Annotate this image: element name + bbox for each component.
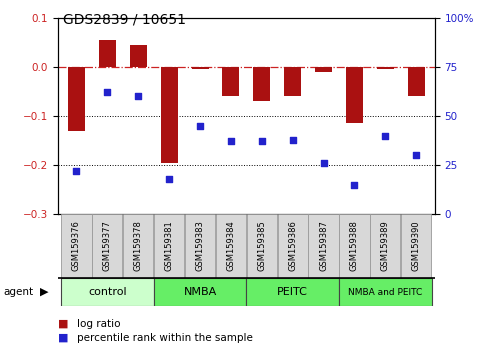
Text: GSM159388: GSM159388 bbox=[350, 221, 359, 272]
Point bbox=[289, 137, 297, 142]
Text: PEITC: PEITC bbox=[277, 287, 308, 297]
Point bbox=[134, 93, 142, 99]
Bar bbox=[339, 214, 369, 278]
Text: control: control bbox=[88, 287, 127, 297]
Text: ■: ■ bbox=[58, 333, 69, 343]
Bar bbox=[154, 278, 246, 306]
Bar bbox=[68, 67, 85, 131]
Bar bbox=[346, 67, 363, 123]
Text: GSM159377: GSM159377 bbox=[103, 221, 112, 272]
Bar bbox=[61, 214, 92, 278]
Bar bbox=[246, 278, 339, 306]
Point bbox=[382, 133, 389, 138]
Point bbox=[258, 139, 266, 144]
Text: GSM159376: GSM159376 bbox=[72, 221, 81, 272]
Point bbox=[320, 160, 327, 166]
Bar bbox=[222, 67, 240, 96]
Point bbox=[196, 123, 204, 129]
Bar bbox=[130, 45, 147, 67]
Text: ▶: ▶ bbox=[40, 287, 48, 297]
Text: ■: ■ bbox=[58, 319, 69, 329]
Bar bbox=[161, 67, 178, 162]
Bar bbox=[284, 67, 301, 96]
Point bbox=[412, 152, 420, 158]
Bar bbox=[315, 67, 332, 72]
Bar bbox=[192, 67, 209, 69]
Bar bbox=[253, 67, 270, 101]
Text: GDS2839 / 10651: GDS2839 / 10651 bbox=[63, 12, 186, 27]
Bar bbox=[216, 214, 246, 278]
Bar bbox=[247, 214, 277, 278]
Text: GSM159387: GSM159387 bbox=[319, 221, 328, 272]
Text: GSM159381: GSM159381 bbox=[165, 221, 173, 272]
Point bbox=[72, 168, 80, 174]
Bar bbox=[377, 67, 394, 69]
Bar bbox=[278, 214, 308, 278]
Bar bbox=[370, 214, 400, 278]
Text: GSM159389: GSM159389 bbox=[381, 221, 390, 272]
Bar bbox=[92, 214, 123, 278]
Bar bbox=[99, 40, 116, 67]
Bar bbox=[408, 67, 425, 96]
Bar bbox=[61, 278, 154, 306]
Bar bbox=[339, 278, 432, 306]
Text: NMBA: NMBA bbox=[184, 287, 217, 297]
Bar bbox=[154, 214, 184, 278]
Text: GSM159378: GSM159378 bbox=[134, 221, 143, 272]
Text: NMBA and PEITC: NMBA and PEITC bbox=[348, 287, 423, 297]
Point bbox=[103, 90, 111, 95]
Text: GSM159384: GSM159384 bbox=[227, 221, 235, 272]
Text: log ratio: log ratio bbox=[77, 319, 121, 329]
Bar bbox=[309, 214, 339, 278]
Text: GSM159385: GSM159385 bbox=[257, 221, 266, 272]
Text: agent: agent bbox=[4, 287, 34, 297]
Text: GSM159386: GSM159386 bbox=[288, 221, 297, 272]
Bar bbox=[185, 214, 215, 278]
Bar bbox=[123, 214, 154, 278]
Point bbox=[227, 139, 235, 144]
Point bbox=[165, 176, 173, 182]
Text: GSM159383: GSM159383 bbox=[196, 221, 204, 272]
Point bbox=[351, 182, 358, 188]
Bar bbox=[401, 214, 431, 278]
Text: percentile rank within the sample: percentile rank within the sample bbox=[77, 333, 253, 343]
Text: GSM159390: GSM159390 bbox=[412, 221, 421, 272]
